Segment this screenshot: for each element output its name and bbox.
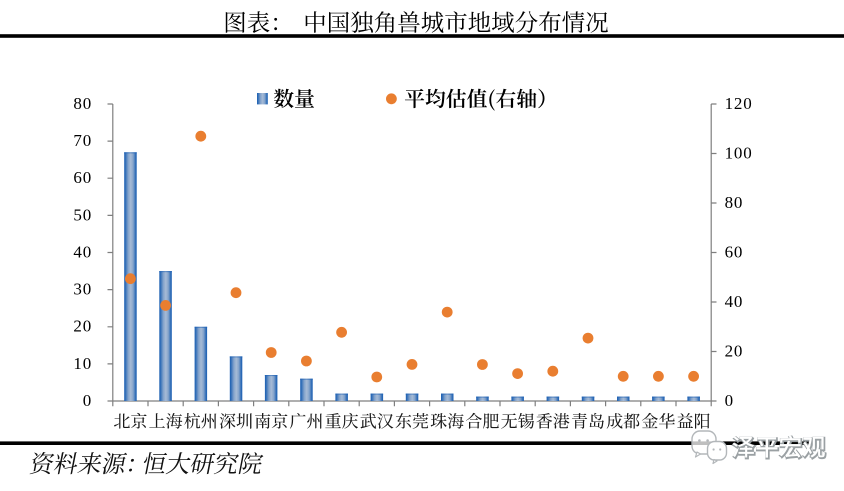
svg-text:40: 40 <box>725 292 744 311</box>
svg-text:40: 40 <box>73 242 92 261</box>
svg-text:60: 60 <box>73 168 92 187</box>
svg-text:20: 20 <box>73 317 92 336</box>
svg-text:50: 50 <box>73 205 92 224</box>
svg-text:30: 30 <box>73 280 92 299</box>
svg-text:80: 80 <box>725 193 744 212</box>
svg-text:120: 120 <box>725 94 753 113</box>
svg-text:10: 10 <box>73 354 92 373</box>
svg-text:100: 100 <box>725 143 753 162</box>
svg-text:80: 80 <box>73 94 92 113</box>
svg-text:70: 70 <box>73 131 92 150</box>
svg-text:0: 0 <box>83 391 92 410</box>
svg-text:0: 0 <box>725 391 734 410</box>
svg-text:60: 60 <box>725 242 744 261</box>
svg-text:20: 20 <box>725 341 744 360</box>
